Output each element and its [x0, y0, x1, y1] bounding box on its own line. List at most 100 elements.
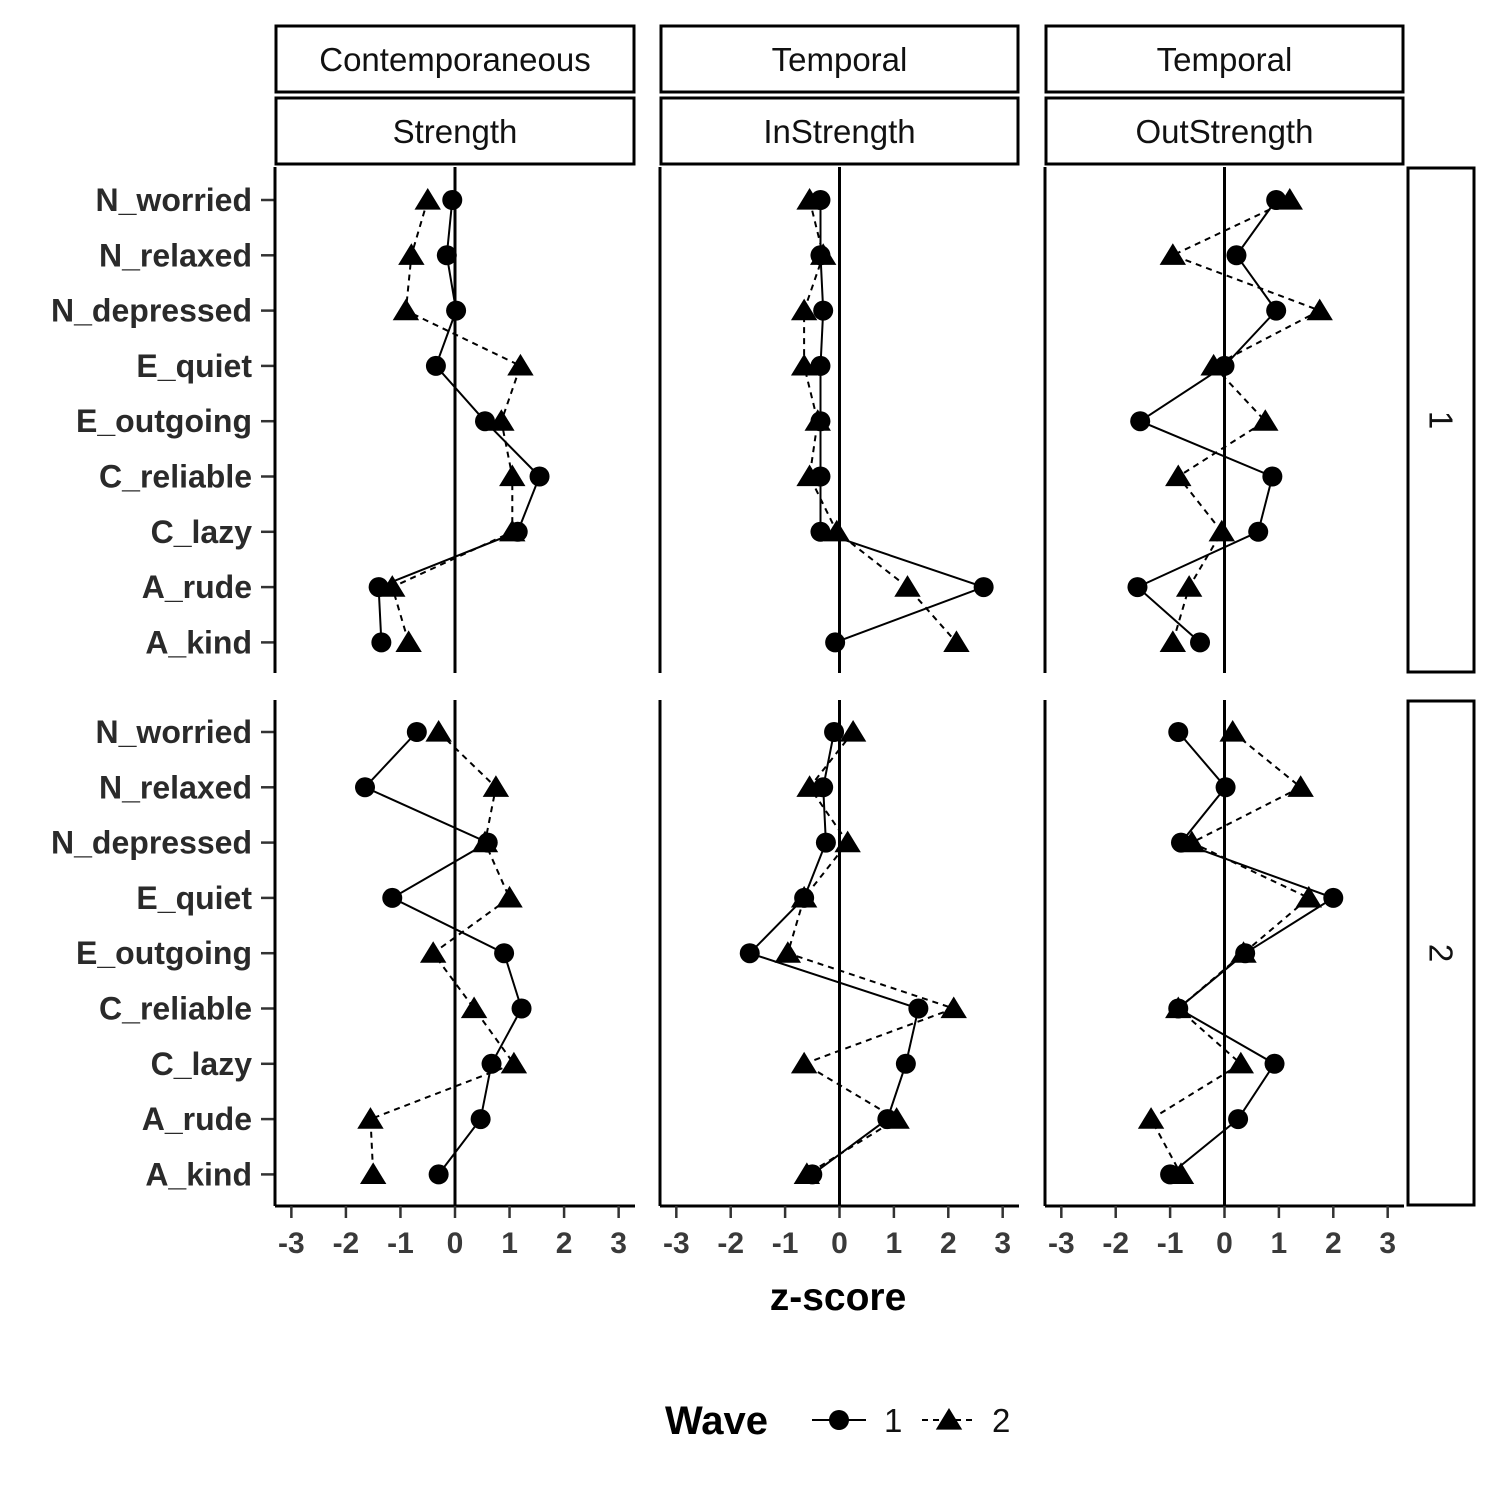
- x-tick-label: -2: [1102, 1227, 1129, 1260]
- wave-1-point: [1323, 887, 1344, 908]
- wave-2-point: [1227, 1051, 1255, 1074]
- panel-InStrength-1: [658, 167, 994, 673]
- wave-1-point: [973, 577, 994, 598]
- wave-1-point: [406, 722, 427, 742]
- y-tick-label: N_relaxed: [99, 237, 252, 273]
- wave-2-point: [1165, 996, 1192, 1019]
- wave-2-point: [1200, 353, 1227, 376]
- wave-2-point: [943, 630, 970, 652]
- wave-1-point: [511, 998, 532, 1019]
- wave-2-point: [500, 1051, 528, 1074]
- wave-2-point: [392, 298, 420, 321]
- series-1-line: [1135, 199, 1278, 644]
- x-tick-label: 3: [1379, 1227, 1396, 1260]
- wave-2-point: [940, 996, 967, 1019]
- wave-2-point: [496, 885, 523, 908]
- x-tick-label: 1: [1271, 1227, 1288, 1260]
- wave-2-point: [894, 575, 921, 597]
- x-tick-label: 0: [831, 1227, 848, 1260]
- wave-1-point: [895, 1053, 916, 1074]
- strip-bottom-box: [659, 96, 1020, 166]
- wave-2-point: [823, 519, 850, 542]
- wave-1-point: [446, 300, 467, 321]
- wave-2-point: [790, 353, 818, 376]
- y-tick-label: C_reliable: [99, 459, 252, 495]
- wave-2-point: [398, 243, 425, 265]
- wave-1-point: [810, 521, 831, 542]
- strip-top-label: Temporal: [1157, 41, 1293, 78]
- series-2-line: [786, 731, 957, 1176]
- legend-key-2-point: [935, 1408, 963, 1430]
- wave-1-point: [371, 632, 392, 653]
- wave-1-point: [494, 943, 515, 964]
- wave-2-point: [357, 1107, 384, 1129]
- wave-2-point: [1178, 830, 1206, 853]
- wave-1-point: [475, 411, 495, 432]
- wave-2-point: [425, 720, 452, 742]
- x-tick-label: 1: [501, 1227, 518, 1260]
- x-tick-label: 3: [610, 1227, 627, 1260]
- wave-1-point: [355, 777, 375, 798]
- wave-2-point: [790, 885, 818, 908]
- wave-1-point: [1228, 1109, 1249, 1130]
- wave-2-point: [1159, 243, 1187, 265]
- series-1-line: [747, 731, 920, 1176]
- wave-1-point: [1266, 300, 1287, 321]
- panel-Strength-2: -3 -2 -1 0 1 2 3: [273, 700, 635, 1260]
- legend-label-2: 2: [992, 1402, 1010, 1439]
- wave-1-point: [1168, 722, 1189, 742]
- wave-1-point: [1130, 411, 1151, 432]
- wave-2-point: [507, 353, 534, 376]
- wave-2-point: [1230, 941, 1257, 963]
- series-1-line: [377, 199, 541, 643]
- wave-1-point: [908, 998, 929, 1019]
- wave-1-point: [815, 832, 836, 853]
- wave-2-point: [790, 298, 818, 321]
- facet-panels: N_worried N_relaxed N_depressed E_quiet E_ou…: [51, 167, 1404, 1260]
- x-tick-label: 2: [1325, 1227, 1342, 1260]
- x-tick-label: -3: [278, 1227, 305, 1260]
- strip-top-label: Temporal: [772, 41, 908, 78]
- panel-OutStrength-1: [1043, 167, 1333, 673]
- x-tick-label: 3: [994, 1227, 1011, 1260]
- wave-2-point: [834, 830, 861, 853]
- wave-1-point: [810, 355, 831, 376]
- strip-bottom-box: [274, 96, 636, 166]
- y-tick-label: A_kind: [145, 624, 252, 660]
- wave-1-point: [813, 300, 834, 321]
- series-2-line: [1149, 731, 1311, 1175]
- wave-1-point: [442, 190, 463, 210]
- wave-1-point: [1127, 577, 1148, 598]
- y-tick-label: E_outgoing: [76, 935, 252, 971]
- strip-top-label: Contemporaneous: [319, 41, 591, 78]
- wave-2-point: [793, 1162, 821, 1184]
- strip-bottom-label: Strength: [393, 113, 518, 150]
- wave-2-point: [883, 1107, 910, 1129]
- wave-2-point: [419, 941, 447, 963]
- wave-2-point: [1137, 1107, 1165, 1129]
- wave-2-point: [414, 188, 441, 210]
- panel-InStrength-2: -3 -2 -1 0 1 2 3: [658, 700, 1019, 1260]
- row-strip-label: 2: [1423, 944, 1460, 962]
- x-tick-label: -2: [717, 1227, 744, 1260]
- y-tick-label: N_worried: [96, 182, 252, 218]
- wave-2-point: [1295, 885, 1323, 908]
- wave-1-point: [428, 1164, 449, 1185]
- strip-top-box: [1044, 24, 1405, 94]
- legend-label-1: 1: [884, 1402, 902, 1439]
- legend-key-1-point: [829, 1410, 849, 1430]
- strip-bottom-label: InStrength: [763, 113, 915, 150]
- wave-1-point: [481, 1053, 502, 1074]
- panel-OutStrength-2: -3 -2 -1 0 1 2 3: [1043, 700, 1404, 1260]
- strip-top-box: [659, 24, 1020, 94]
- wave-2-point: [1175, 575, 1203, 597]
- wave-2-point: [359, 1162, 387, 1184]
- y-tick-label: N_worried: [96, 714, 252, 750]
- wave-2-point: [796, 775, 823, 797]
- wave-1-point: [825, 632, 846, 653]
- series-2-line: [369, 731, 516, 1175]
- wave-2-point: [1208, 519, 1235, 542]
